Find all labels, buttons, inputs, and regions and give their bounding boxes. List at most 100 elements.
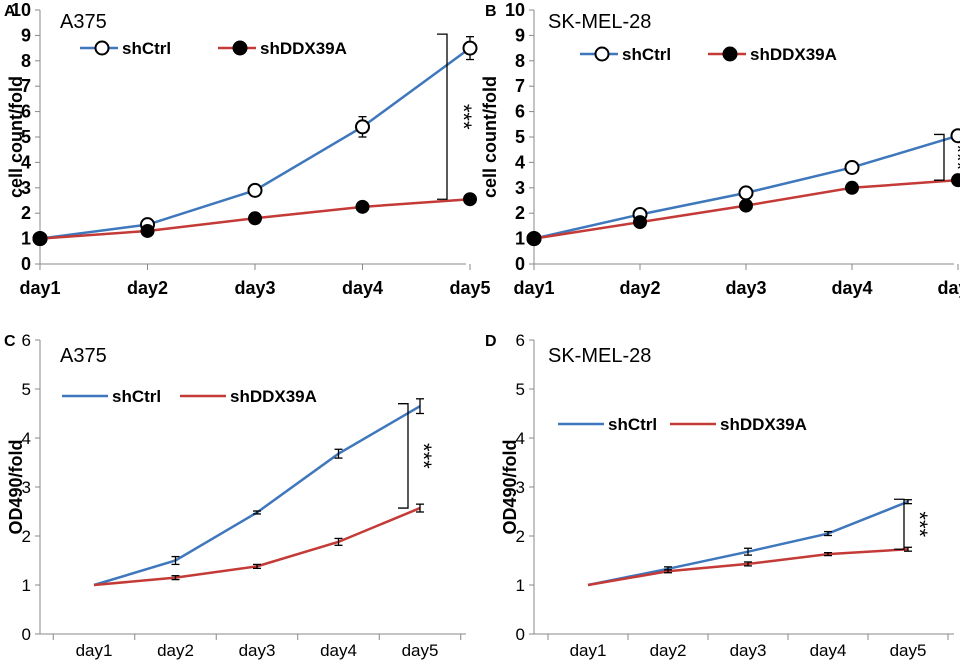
series-shctrl-point: [844, 159, 860, 175]
legend-item: shCtrl: [558, 415, 657, 434]
error-bar: [824, 552, 832, 557]
y-tick-label: 2: [515, 203, 525, 223]
cell-line-label: SK-MEL-28: [548, 345, 651, 367]
y-tick-label: 4: [516, 429, 525, 448]
legend-label: shDDX39A: [260, 39, 347, 58]
legend-item: shDDX39A: [218, 39, 347, 58]
x-tick-label: day3: [730, 641, 767, 660]
x-tick-label: day3: [234, 278, 275, 298]
y-tick-label: 0: [516, 625, 525, 644]
chart-panel-c: 0 1 2 3 4 5 6 day1 day2 day3 day4 day5 OD490/fold C A3…: [4, 331, 466, 660]
y-tick-label: 6: [515, 102, 525, 122]
error-bar: [171, 555, 180, 566]
y-tick-label: 8: [515, 51, 525, 71]
legend-marker: [594, 46, 610, 62]
y-tick-label: 3: [515, 178, 525, 198]
x-tick-label: day4: [831, 278, 872, 298]
significance-bracket: ***: [934, 133, 960, 181]
x-tick-label: day4: [342, 278, 383, 298]
error-bar: [824, 530, 832, 537]
x-tick-label: day2: [619, 278, 660, 298]
bracket-line: [398, 403, 409, 509]
series-shddx39a-start-point: [526, 231, 542, 247]
y-tick-label: 10: [505, 0, 525, 20]
significance-stars: ***: [907, 511, 932, 537]
cell-line-label: SK-MEL-28: [548, 11, 651, 33]
series-shctrl-point: [462, 40, 478, 56]
significance-bracket: ***: [398, 403, 436, 509]
series-shddx39a-start-point: [32, 231, 48, 247]
chart-panel-a: 0 1 2 3 4 5 6 7 8 9 10 day1 day2 day3 day4 day5 cell cou…: [4, 0, 491, 298]
series-shddx39a-point: [248, 211, 262, 226]
y-tick-label: 10: [11, 0, 31, 20]
y-tick-label: 0: [515, 254, 525, 274]
y-tick-label: 6: [22, 331, 31, 350]
legend-item: shCtrl: [62, 387, 161, 406]
significance-stars: ***: [945, 144, 960, 170]
y-tick-label: 2: [21, 203, 31, 223]
significance-bracket: ***: [894, 498, 932, 550]
x-tick-label: day5: [449, 278, 490, 298]
error-bar: [416, 503, 424, 513]
error-bar: [253, 510, 261, 515]
bracket-line: [437, 33, 448, 200]
x-tick-label: day1: [570, 641, 607, 660]
series-shctrl-line: [93, 405, 421, 587]
x-tick-label: day1: [19, 278, 60, 298]
legend-label: shCtrl: [112, 387, 161, 406]
y-tick-label: 7: [515, 76, 525, 96]
y-tick-label: 7: [21, 76, 31, 96]
y-tick-label: 5: [21, 127, 31, 147]
error-bar: [744, 547, 752, 556]
panel-label: A: [4, 3, 16, 20]
x-tick-label: day5: [890, 641, 927, 660]
y-tick-label: 9: [21, 25, 31, 45]
x-tick-label: day5: [402, 641, 439, 660]
y-axis-label: cell count/fold: [6, 76, 26, 198]
legend-label: shDDX39A: [230, 387, 317, 406]
series-shddx39a-point: [845, 180, 859, 195]
legend-label: shCtrl: [622, 45, 671, 64]
error-bar: [904, 499, 912, 505]
significance-stars: ***: [411, 443, 436, 469]
series-shddx39a-point: [633, 215, 647, 230]
y-tick-label: 2: [22, 527, 31, 546]
error-bar: [664, 569, 672, 574]
chart-panel-b: 0 1 2 3 4 5 6 7 8 9 10 day1 day2 day3 day4 day5 cell cou…: [480, 0, 960, 298]
x-tick-label: day2: [127, 278, 168, 298]
significance-bracket: ***: [437, 33, 476, 200]
legend-label: shDDX39A: [720, 415, 807, 434]
y-tick-label: 2: [516, 527, 525, 546]
legend-marker: [722, 46, 738, 62]
legend-item: shCtrl: [580, 45, 671, 64]
y-tick-label: 3: [516, 478, 525, 497]
y-tick-label: 4: [22, 429, 31, 448]
panel-label: B: [485, 3, 497, 20]
legend-label: shDDX39A: [750, 45, 837, 64]
error-bar: [904, 546, 912, 552]
error-bar: [416, 398, 424, 415]
y-axis-label: OD490/fold: [6, 439, 26, 534]
bracket-line: [894, 498, 905, 550]
x-tick-label: day3: [725, 278, 766, 298]
legend-item: shCtrl: [80, 39, 171, 58]
series-shctrl-point: [738, 185, 754, 201]
error-bar: [171, 575, 180, 581]
series-shctrl-point: [247, 182, 263, 198]
chart-panel-d: 0 1 2 3 4 5 6 day1 day2 day3 day4 day5 OD490/fold D SK…: [485, 331, 954, 660]
series-shddx39a-point: [140, 223, 155, 238]
y-tick-label: 5: [516, 380, 525, 399]
error-bar: [334, 448, 343, 459]
panel-label: D: [485, 333, 497, 350]
cell-line-label: A375: [60, 11, 107, 33]
series-shctrl-point: [950, 128, 960, 144]
y-tick-label: 1: [22, 576, 31, 595]
series-shctrl-point: [355, 119, 370, 135]
x-tick-label: day3: [239, 641, 276, 660]
y-axis-label: OD490/fold: [500, 439, 520, 534]
y-tick-label: 5: [515, 127, 525, 147]
x-tick-label: day2: [157, 641, 194, 660]
x-tick-label: day2: [650, 641, 687, 660]
series-shddx39a-line: [93, 506, 421, 587]
